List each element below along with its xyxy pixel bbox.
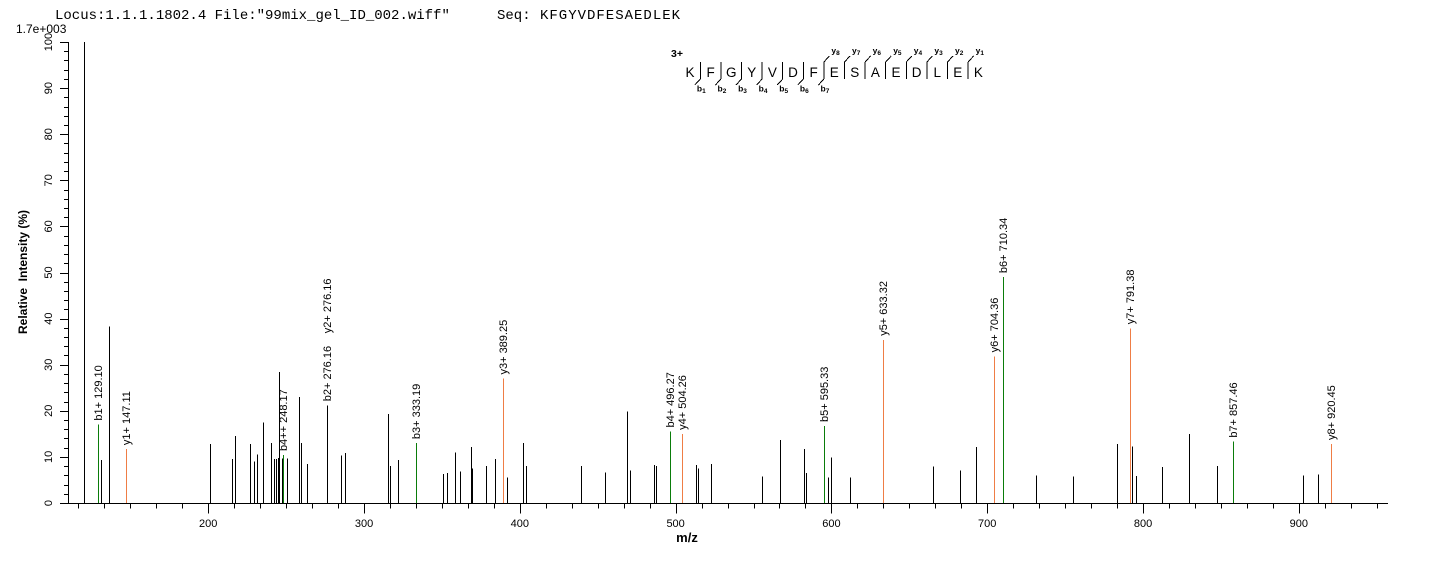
axes: 200 300 400 500 600 700 800 900 0 10 20 30 40 50 60 70 8…	[43, 33, 1388, 530]
b-ion-tick	[756, 78, 763, 86]
header-seq-label: Seq:	[497, 8, 531, 24]
residue-14-E: E	[953, 65, 962, 80]
peak-label-b3+-333.19: b3+ 333.19	[411, 384, 423, 439]
header-locus-file: Locus:1.1.1.1802.4 File:"99mix_gel_ID_00…	[55, 8, 450, 24]
residue-8-E: E	[830, 65, 839, 80]
y-ion-label-y4: y4	[914, 46, 923, 58]
charge-state-label: 3+	[671, 48, 683, 60]
b-ion-tick	[797, 78, 804, 86]
x-tick-label: 500	[666, 518, 684, 530]
y-tick-label: 10	[43, 451, 55, 463]
x-tick-label: 200	[199, 518, 217, 530]
y-ion-tick	[885, 55, 892, 63]
b-ion-tick	[715, 78, 722, 86]
b-ion-tick	[818, 78, 825, 86]
residue-13-L: L	[933, 65, 941, 80]
y-ion-tick	[823, 55, 830, 63]
y-tick-label: 20	[43, 405, 55, 417]
b-ion-label-b6: b6	[800, 84, 809, 96]
residue-5-V: V	[768, 65, 777, 80]
header-seq-value: KFGYVDFESAEDLEK	[540, 8, 681, 24]
y-tick-label: 30	[43, 359, 55, 371]
y-ion-tick	[947, 55, 954, 63]
peak-label-y1+-147.11: y1+ 147.11	[121, 391, 133, 445]
b-ion-tick	[735, 78, 742, 86]
y-ion-label-y3: y3	[934, 46, 943, 58]
y-axis-title: Relative Intensity (%)	[16, 210, 30, 334]
peak-label-b4++-248.17: b4++ 248.17	[278, 389, 290, 451]
x-tick-label: 600	[822, 518, 840, 530]
residue-9-S: S	[850, 65, 859, 80]
peak-label-b2+-276.16: b2+ 276.16	[322, 346, 334, 401]
y-ion-tick	[844, 55, 851, 63]
residue-3-G: G	[726, 65, 737, 80]
y-tick-label: 70	[43, 174, 55, 186]
y-ion-tick	[967, 55, 974, 63]
peak-label-b5+-595.33: b5+ 595.33	[819, 367, 831, 422]
residue-10-A: A	[871, 65, 880, 80]
b-ion-label-b3: b3	[738, 84, 747, 96]
x-tick-label: 400	[511, 518, 529, 530]
x-tick-label: 700	[978, 518, 996, 530]
b-ion-tick	[694, 78, 701, 86]
peak-label-b6+-710.34: b6+ 710.34	[998, 218, 1010, 273]
peak-label-b1+-129.10: b1+ 129.10	[93, 365, 105, 420]
peak-labels: b1+ 129.10 y1+ 147.11 b4++ 248.17 b2+ 276.1…	[93, 218, 1338, 451]
x-tick-label: 300	[355, 518, 373, 530]
b-ion-tick	[776, 78, 784, 86]
residue-12-D: D	[912, 65, 922, 80]
peak-lines	[84, 42, 1332, 503]
y-tick-label: 80	[43, 128, 55, 140]
x-tick-label: 900	[1290, 518, 1308, 530]
y-ion-label-y6: y6	[873, 46, 882, 58]
y-tick-label: 40	[43, 312, 55, 324]
y-tick-label: 0	[43, 500, 55, 506]
y-ion-label-y2: y2	[955, 46, 964, 58]
peak-label-b4+-496.27: b4+ 496.27	[665, 372, 677, 427]
residue-4-Y: Y	[747, 65, 756, 80]
max-intensity-label: 1.7e+003	[16, 22, 67, 36]
b-ion-label-b5: b5	[779, 84, 788, 96]
peak-label-y5+-633.32: y5+ 633.32	[878, 281, 890, 336]
y-tick-label: 60	[43, 220, 55, 232]
y-ion-label-y8: y8	[831, 46, 840, 58]
residue-7-F: F	[809, 65, 817, 80]
residue-11-E: E	[891, 65, 900, 80]
residue-2-F: F	[706, 65, 714, 80]
b-ion-label-b7: b7	[820, 84, 829, 96]
b-ion-label-b4: b4	[759, 84, 768, 96]
y-ion-tick	[926, 55, 933, 63]
x-axis-title: m/z	[676, 530, 698, 545]
residue-1-K: K	[685, 65, 694, 80]
y-ion-label-y5: y5	[893, 46, 902, 58]
y-ion-tick	[905, 55, 913, 63]
residue-6-D: D	[788, 65, 798, 80]
peak-label-b7+-857.46: b7+ 857.46	[1228, 382, 1240, 437]
peak-label-y3+-389.25: y3+ 389.25	[498, 320, 510, 375]
peak-label-y2+-276.16: y2+ 276.16	[322, 279, 334, 334]
peak-label-y7+-791.38: y7+ 791.38	[1125, 270, 1137, 325]
peak-label-y6+-704.36: y6+ 704.36	[989, 298, 1001, 353]
b-ion-label-b1: b1	[697, 84, 706, 96]
y-tick-label: 100	[43, 33, 55, 51]
y-tick-label: 50	[43, 266, 55, 278]
y-ion-label-y7: y7	[852, 46, 861, 58]
residue-15-K: K	[974, 65, 983, 80]
x-tick-label: 800	[1134, 518, 1152, 530]
peak-label-y4+-504.26: y4+ 504.26	[677, 375, 689, 430]
y-ion-label-y1: y1	[976, 46, 985, 58]
peak-label-y8+-920.45: y8+ 920.45	[1326, 385, 1338, 440]
b-ion-label-b2: b2	[717, 84, 726, 96]
y-tick-label: 90	[43, 82, 55, 94]
y-ion-tick	[864, 55, 871, 63]
